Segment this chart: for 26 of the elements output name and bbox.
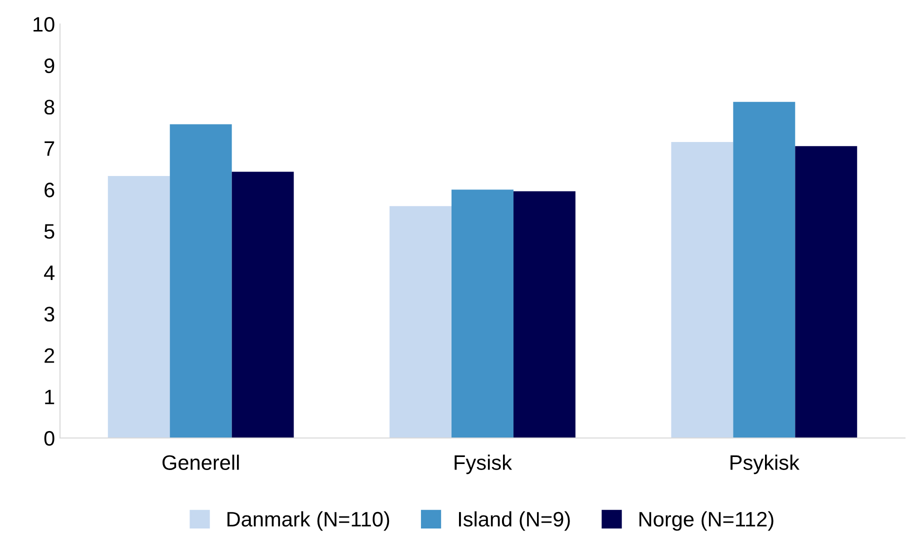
y-tick-label: 5 — [44, 224, 54, 239]
bar — [232, 172, 294, 438]
y-tick-label: 6 — [44, 182, 54, 198]
bar — [108, 176, 170, 438]
legend-label: Island (N=9) — [458, 511, 570, 531]
bar — [390, 206, 452, 438]
y-tick-label: 2 — [44, 348, 54, 363]
legend-label: Norge (N=112) — [639, 511, 774, 531]
bar — [452, 190, 514, 438]
bar — [733, 102, 796, 438]
bar — [170, 124, 232, 438]
x-tick-label: Psykisk — [730, 454, 800, 474]
y-tick-label: 1 — [45, 390, 54, 404]
y-tick-label: 3 — [44, 306, 54, 322]
bar — [671, 142, 734, 438]
legend-label: Danmark (N=110) — [228, 511, 390, 531]
x-tick-label: Fysisk — [454, 454, 512, 474]
x-tick-label: Generell — [162, 454, 239, 470]
y-tick-label: 7 — [44, 141, 54, 156]
y-tick-label: 10 — [34, 17, 54, 32]
y-tick-label: 4 — [44, 266, 55, 280]
bar — [513, 191, 576, 438]
y-tick-label: 0 — [44, 431, 54, 446]
y-tick-label: 8 — [44, 100, 54, 115]
bar — [795, 146, 858, 438]
y-tick-label: 9 — [44, 58, 54, 74]
